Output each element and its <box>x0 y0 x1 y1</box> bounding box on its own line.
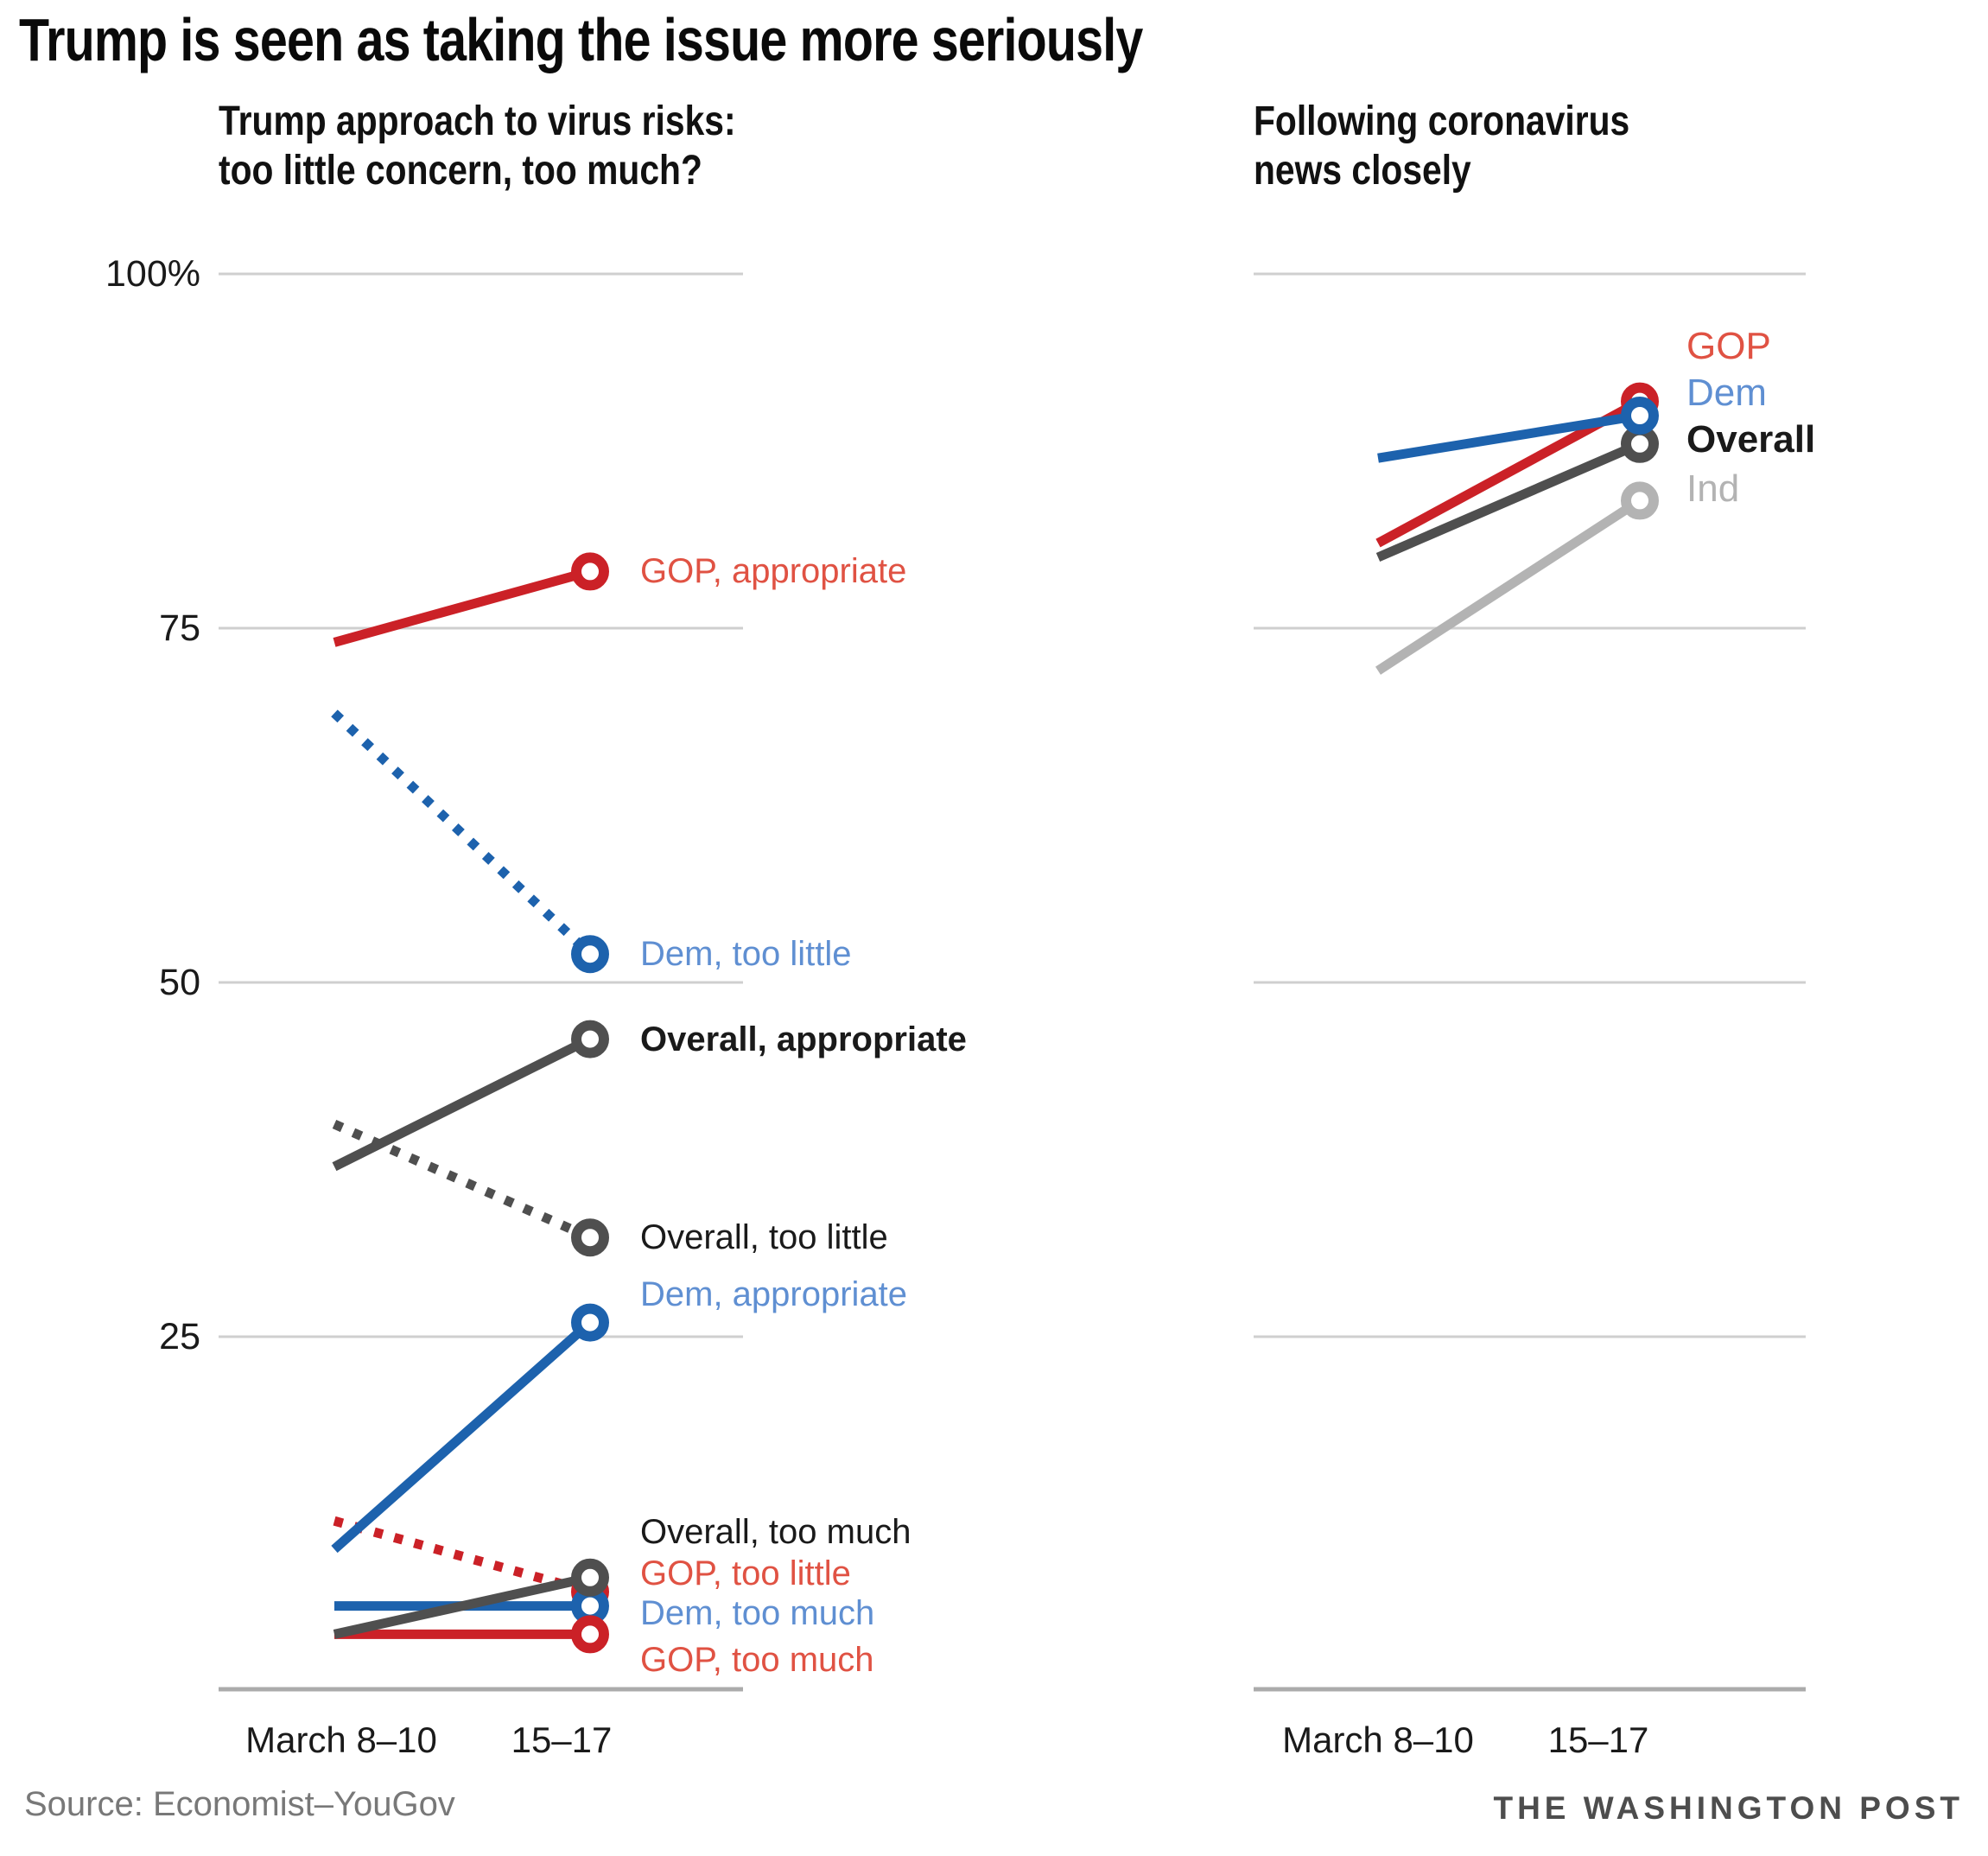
series-marker-ind <box>1621 481 1659 520</box>
series-label-dem-too-much: Dem, too much <box>640 1593 875 1632</box>
series-label-ind: Ind <box>1686 467 1740 511</box>
series-label-gop-too-much: GOP, too much <box>640 1640 874 1679</box>
series-label-overall-too-much: Overall, too much <box>640 1513 911 1552</box>
series-label-dem-too-little: Dem, too little <box>640 935 852 974</box>
y-tick-100: 100% <box>105 253 200 295</box>
series-label-overall: Overall <box>1686 417 1816 461</box>
series-line-ind <box>1375 496 1642 675</box>
series-label-gop-appropriate: GOP, appropriate <box>640 552 907 591</box>
x-tick-chart1-1: 15–17 <box>1547 1719 1649 1760</box>
y-tick-25: 25 <box>159 1316 200 1357</box>
series-line-gop-too-little <box>333 1516 592 1597</box>
series-marker-dem-appropriate <box>571 1303 609 1342</box>
series-marker-overall-appropriate <box>571 1020 609 1058</box>
series-marker-overall-too-much <box>571 1558 609 1597</box>
series-label-dem: Dem <box>1686 371 1767 414</box>
source-credit: Source: Economist–YouGov <box>24 1785 455 1823</box>
right-chart-subtitle-line1: Following coronavirus <box>1254 99 1630 144</box>
series-label-overall-too-little: Overall, too little <box>640 1218 888 1257</box>
series-label-gop: GOP <box>1686 324 1771 367</box>
x-tick-chart1-0: March 8–10 <box>1282 1719 1474 1760</box>
series-line-overall <box>1375 439 1642 563</box>
left-chart-subtitle-line2: too little concern, too much? <box>219 148 702 194</box>
brand-credit: THE WASHINGTON POST <box>1493 1790 1964 1826</box>
series-label-dem-appropriate: Dem, appropriate <box>640 1274 908 1313</box>
series-marker-dem-too-little <box>571 935 609 974</box>
series-marker-dem <box>1621 397 1659 435</box>
series-line-dem-appropriate <box>331 1319 594 1554</box>
page-title: Trump is seen as taking the issue more s… <box>19 6 1143 73</box>
series-marker-gop-too-much <box>571 1615 609 1654</box>
x-tick-chart0-1: 15–17 <box>511 1719 613 1760</box>
right-chart-subtitle-line2: news closely <box>1254 148 1471 194</box>
series-label-overall-appropriate: Overall, appropriate <box>640 1020 967 1058</box>
x-tick-chart0-0: March 8–10 <box>245 1719 437 1760</box>
series-line-gop-appropriate <box>333 567 592 647</box>
y-tick-75: 75 <box>159 607 200 649</box>
series-line-overall-appropriate <box>332 1034 593 1172</box>
series-marker-gop-appropriate <box>571 552 609 591</box>
series-line-dem <box>1377 410 1641 463</box>
series-label-gop-too-little: GOP, too little <box>640 1554 851 1592</box>
series-marker-overall-too-little <box>571 1218 609 1257</box>
y-tick-50: 50 <box>159 962 200 1003</box>
left-chart-subtitle-line1: Trump approach to virus risks: <box>219 99 736 144</box>
series-line-dem-too-little <box>331 709 594 958</box>
series-line-overall-too-much <box>333 1573 592 1639</box>
